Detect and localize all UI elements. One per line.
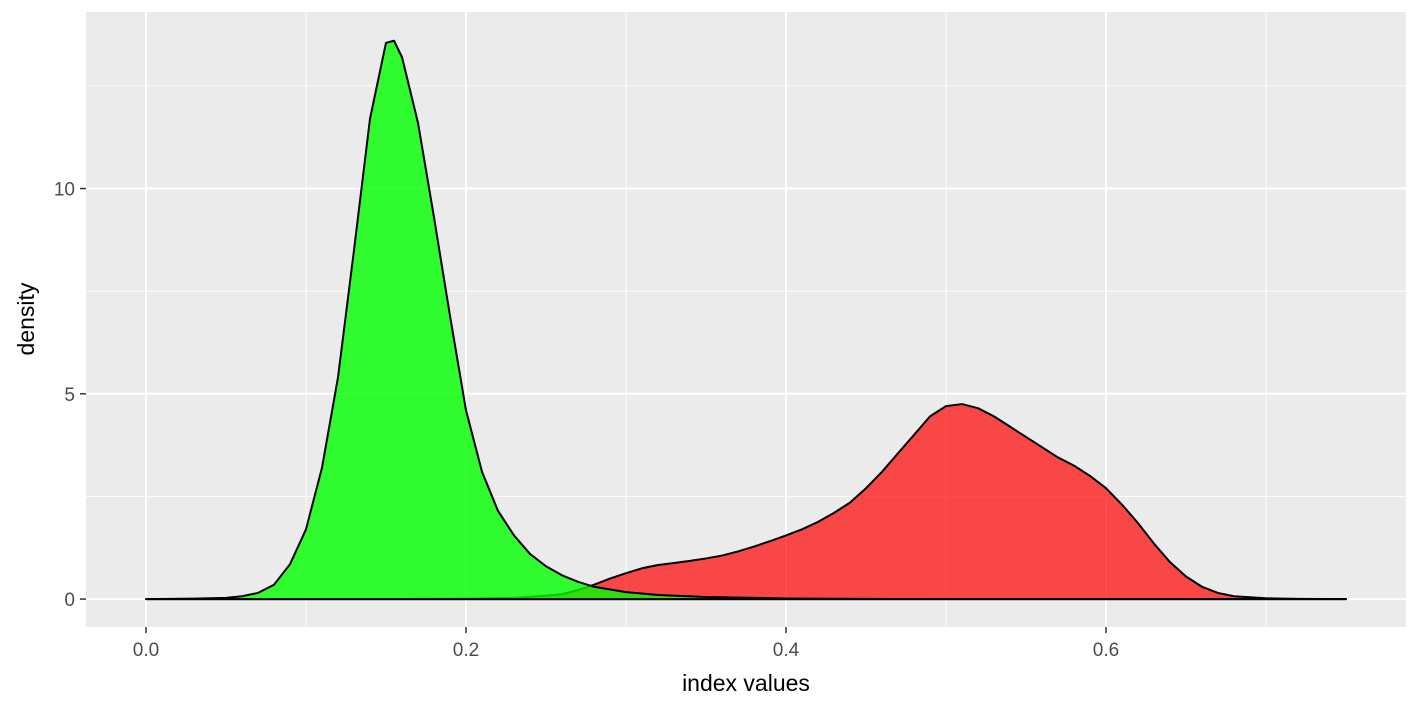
x-tick-label: 0.6	[1093, 640, 1119, 661]
x-tick-label: 0.2	[453, 640, 479, 661]
minor-gridlines	[86, 12, 1406, 627]
x-axis: 0.0 0.2 0.4 0.6	[133, 627, 1119, 661]
density-area-1	[145, 403, 1347, 601]
y-tick-label: 0	[64, 590, 75, 611]
x-axis-title: index values	[682, 670, 810, 696]
y-axis-title: density	[13, 282, 39, 355]
y-tick-label: 10	[54, 180, 75, 201]
density-area-2	[145, 39, 1347, 601]
density-areas	[145, 39, 1347, 601]
plot-panel	[86, 12, 1406, 627]
x-tick-label: 0.4	[773, 640, 800, 661]
y-tick-label: 5	[64, 385, 75, 406]
y-axis: 0 5 10	[54, 180, 86, 611]
x-tick-label: 0.0	[133, 640, 159, 661]
